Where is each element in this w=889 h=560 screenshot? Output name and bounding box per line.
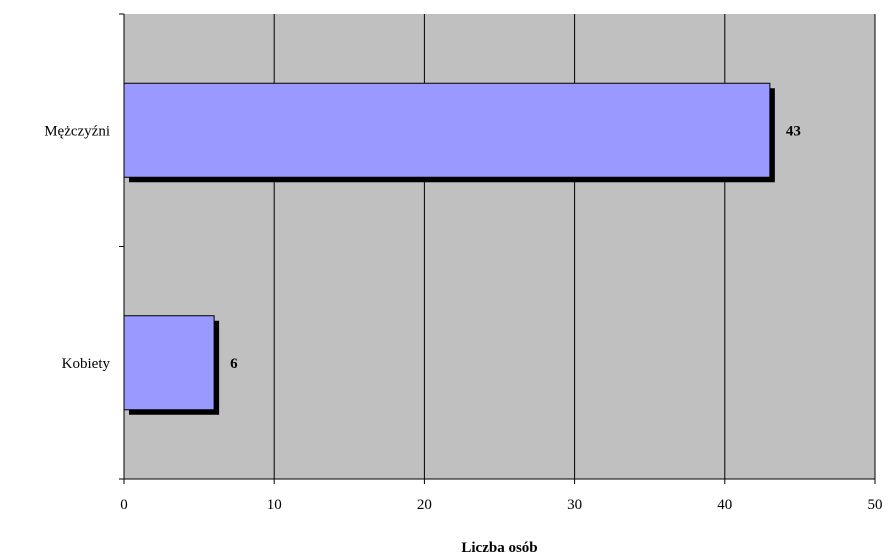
x-tick-label: 20 — [417, 497, 432, 513]
x-tick-label: 0 — [120, 497, 128, 513]
value-label: 43 — [786, 123, 801, 139]
x-tick-label: 50 — [868, 497, 883, 513]
labels: 43 Mężczyźni 6 Kobiety 0 10 20 30 40 50 — [44, 123, 882, 513]
bars — [123, 82, 775, 415]
x-tick-label: 10 — [267, 497, 282, 513]
bar — [123, 82, 771, 178]
x-tick-label: 40 — [717, 497, 732, 513]
category-label: Mężczyźni — [44, 123, 110, 139]
value-label: 6 — [230, 356, 238, 372]
category-label: Kobiety — [62, 356, 111, 372]
bar — [123, 315, 215, 411]
axes — [119, 13, 876, 484]
x-axis-title: Liczba osób — [461, 540, 537, 556]
x-tick-label: 30 — [567, 497, 582, 513]
